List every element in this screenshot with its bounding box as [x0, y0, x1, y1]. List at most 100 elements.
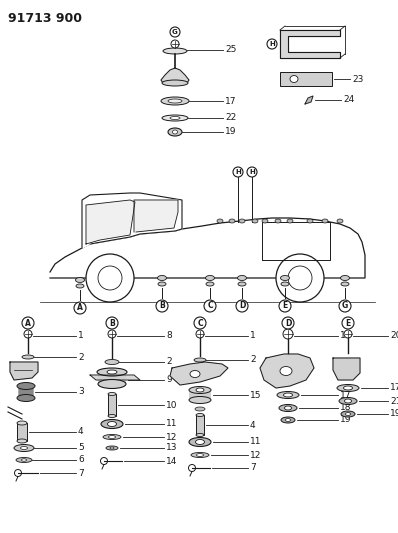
Ellipse shape [107, 422, 117, 426]
Ellipse shape [229, 219, 235, 223]
Ellipse shape [76, 278, 84, 282]
Text: 19: 19 [340, 416, 351, 424]
Circle shape [171, 40, 179, 48]
Text: E: E [282, 302, 288, 311]
Circle shape [170, 27, 180, 37]
Circle shape [86, 254, 134, 302]
Text: 21: 21 [390, 397, 398, 406]
Ellipse shape [262, 219, 268, 223]
Ellipse shape [287, 219, 293, 223]
Text: 6: 6 [78, 456, 84, 464]
Circle shape [279, 300, 291, 312]
Ellipse shape [170, 117, 180, 119]
Text: 1: 1 [250, 332, 256, 341]
Ellipse shape [197, 454, 203, 456]
Circle shape [236, 300, 248, 312]
Text: 7: 7 [78, 469, 84, 478]
Text: A: A [77, 303, 83, 312]
Ellipse shape [172, 130, 178, 134]
Ellipse shape [322, 219, 328, 223]
Text: 11: 11 [166, 419, 178, 429]
Text: G: G [172, 29, 178, 35]
Polygon shape [19, 386, 33, 400]
Circle shape [108, 330, 116, 338]
Text: 2: 2 [250, 356, 256, 365]
Circle shape [344, 330, 352, 338]
Bar [196, 415, 204, 435]
Ellipse shape [337, 384, 359, 392]
Text: 7: 7 [250, 464, 256, 472]
Ellipse shape [106, 446, 118, 450]
Ellipse shape [168, 99, 182, 103]
Ellipse shape [162, 80, 188, 86]
Circle shape [282, 317, 294, 329]
Text: C: C [197, 319, 203, 327]
Text: 11: 11 [250, 438, 261, 447]
Text: 4: 4 [78, 427, 84, 437]
Ellipse shape [190, 370, 200, 377]
Polygon shape [90, 375, 140, 380]
Ellipse shape [337, 219, 343, 223]
Polygon shape [333, 358, 360, 380]
Ellipse shape [108, 392, 116, 395]
Ellipse shape [283, 393, 293, 397]
Circle shape [342, 317, 354, 329]
Ellipse shape [345, 413, 351, 416]
Ellipse shape [217, 219, 223, 223]
Ellipse shape [161, 97, 189, 105]
Ellipse shape [205, 276, 215, 280]
Ellipse shape [17, 383, 35, 390]
Ellipse shape [189, 386, 211, 393]
Ellipse shape [196, 388, 204, 392]
Ellipse shape [97, 368, 127, 376]
Ellipse shape [17, 439, 27, 443]
Text: 3: 3 [78, 387, 84, 397]
Text: 13: 13 [166, 443, 178, 453]
Polygon shape [161, 68, 189, 83]
Text: B: B [159, 302, 165, 311]
Text: 19: 19 [225, 127, 236, 136]
Text: D: D [285, 319, 291, 327]
Bar [189, 390, 211, 400]
Ellipse shape [189, 397, 211, 403]
Ellipse shape [189, 438, 211, 447]
Text: 12: 12 [250, 450, 261, 459]
Text: 17: 17 [225, 96, 236, 106]
Circle shape [233, 167, 243, 177]
Text: 15: 15 [250, 391, 261, 400]
Text: B: B [109, 319, 115, 327]
Ellipse shape [21, 459, 27, 461]
Ellipse shape [290, 76, 298, 83]
Text: G: G [342, 302, 348, 311]
Ellipse shape [281, 276, 289, 280]
Text: 4: 4 [250, 421, 256, 430]
Ellipse shape [158, 282, 166, 286]
Ellipse shape [76, 284, 84, 288]
Text: C: C [207, 302, 213, 311]
Polygon shape [50, 218, 365, 278]
Ellipse shape [343, 386, 353, 390]
Bar [17, 423, 27, 441]
Ellipse shape [341, 282, 349, 286]
Ellipse shape [107, 370, 117, 374]
Ellipse shape [252, 219, 258, 223]
Text: 18: 18 [340, 403, 351, 413]
Text: 17: 17 [340, 391, 351, 400]
Ellipse shape [339, 398, 357, 405]
Text: 8: 8 [166, 332, 172, 341]
Ellipse shape [105, 359, 119, 365]
Ellipse shape [168, 128, 182, 136]
Bar [108, 394, 116, 416]
Ellipse shape [239, 219, 245, 223]
Circle shape [194, 317, 206, 329]
Text: D: D [239, 302, 245, 311]
Ellipse shape [108, 415, 116, 417]
Text: 23: 23 [352, 75, 363, 84]
Text: 17: 17 [390, 384, 398, 392]
Text: E: E [345, 319, 351, 327]
Ellipse shape [110, 447, 114, 449]
Circle shape [156, 300, 168, 312]
Polygon shape [134, 200, 178, 232]
Circle shape [22, 317, 34, 329]
Circle shape [247, 167, 257, 177]
